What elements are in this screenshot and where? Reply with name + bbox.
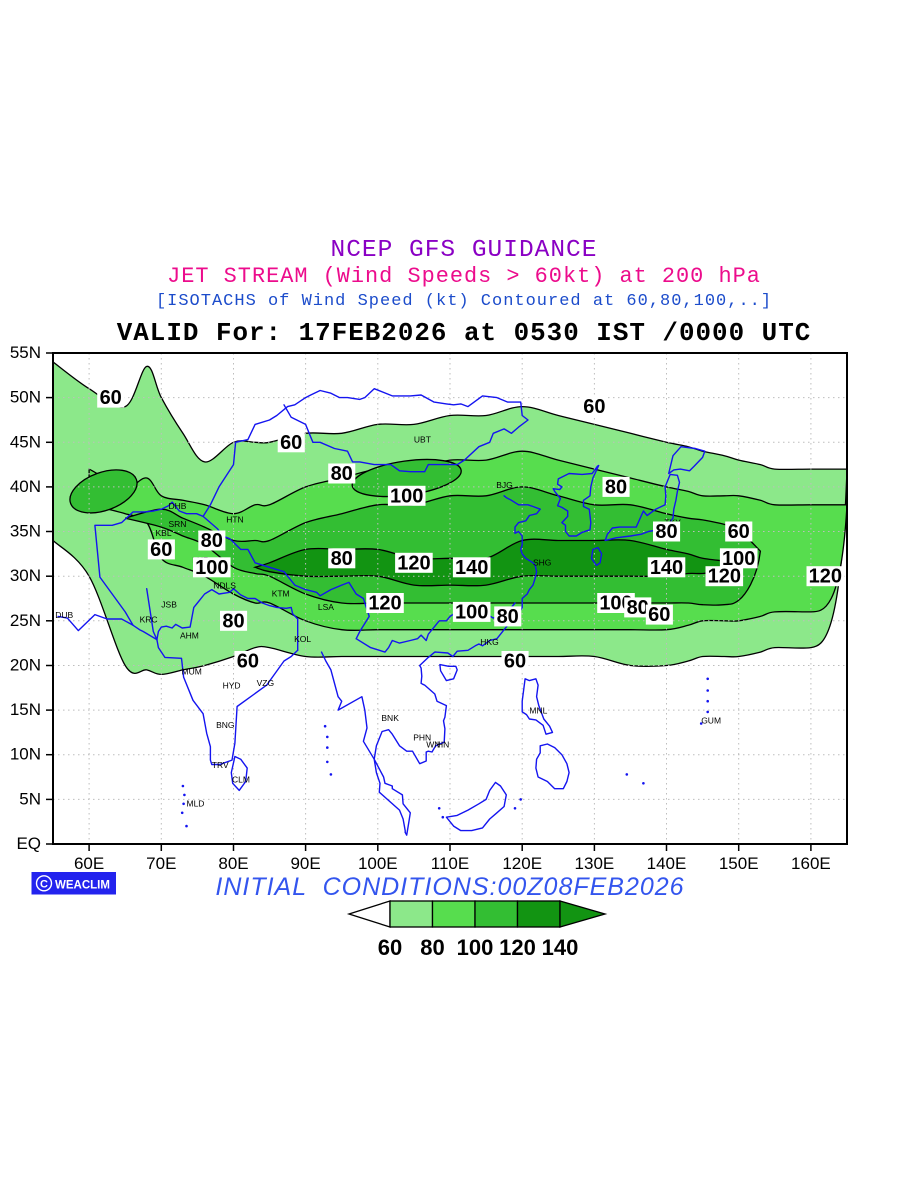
svg-text:140: 140: [542, 935, 579, 960]
svg-text:80: 80: [655, 521, 677, 543]
svg-text:60: 60: [378, 935, 402, 960]
svg-text:KTM: KTM: [272, 589, 290, 599]
svg-text:100: 100: [455, 601, 488, 623]
svg-text:160E: 160E: [791, 854, 831, 873]
svg-text:HKG: HKG: [480, 637, 498, 647]
svg-text:60: 60: [504, 651, 526, 673]
svg-text:120E: 120E: [502, 854, 542, 873]
svg-text:25N: 25N: [10, 611, 41, 630]
svg-text:45N: 45N: [10, 432, 41, 451]
svg-text:80: 80: [605, 476, 627, 498]
svg-text:140E: 140E: [647, 854, 687, 873]
svg-text:PHN: PHN: [413, 732, 431, 742]
svg-text:80: 80: [420, 935, 444, 960]
svg-text:SHG: SHG: [533, 558, 551, 568]
svg-text:90E: 90E: [290, 854, 320, 873]
svg-text:55N: 55N: [10, 343, 41, 362]
svg-text:NDLS: NDLS: [213, 581, 236, 591]
svg-text:80: 80: [222, 610, 244, 632]
svg-text:100E: 100E: [358, 854, 398, 873]
svg-text:120: 120: [708, 566, 741, 588]
svg-text:120: 120: [397, 552, 430, 574]
svg-text:60: 60: [728, 521, 750, 543]
svg-text:60E: 60E: [74, 854, 104, 873]
svg-text:100: 100: [390, 485, 423, 507]
svg-text:BNK: BNK: [381, 713, 399, 723]
svg-text:5N: 5N: [19, 789, 41, 808]
svg-text:AHM: AHM: [180, 631, 199, 641]
svg-text:100: 100: [195, 557, 228, 579]
svg-text:140: 140: [650, 557, 683, 579]
svg-text:HN: HN: [437, 740, 449, 750]
svg-text:MLD: MLD: [187, 799, 205, 809]
svg-text:60: 60: [280, 432, 302, 454]
svg-text:60: 60: [100, 387, 122, 409]
svg-text:80: 80: [627, 597, 649, 619]
svg-text:150E: 150E: [719, 854, 759, 873]
svg-text:BNG: BNG: [216, 720, 234, 730]
svg-text:10N: 10N: [10, 745, 41, 764]
svg-text:70E: 70E: [146, 854, 176, 873]
svg-text:80: 80: [331, 463, 353, 485]
svg-text:80E: 80E: [218, 854, 248, 873]
svg-text:KRC: KRC: [140, 615, 158, 625]
svg-text:130E: 130E: [575, 854, 615, 873]
svg-text:50N: 50N: [10, 388, 41, 407]
svg-text:MNL: MNL: [529, 706, 547, 716]
svg-text:DUB: DUB: [55, 610, 73, 620]
svg-text:GUM: GUM: [701, 716, 721, 726]
svg-text:MUM: MUM: [182, 666, 202, 676]
svg-text:80: 80: [497, 606, 519, 628]
svg-text:BJG: BJG: [496, 480, 513, 490]
svg-text:EQ: EQ: [16, 834, 41, 853]
svg-text:VZG: VZG: [257, 678, 274, 688]
svg-text:15N: 15N: [10, 700, 41, 719]
svg-text:HYD: HYD: [223, 681, 241, 691]
svg-text:UBT: UBT: [414, 434, 431, 444]
svg-text:120: 120: [499, 935, 536, 960]
svg-text:LSA: LSA: [318, 602, 334, 612]
svg-text:TRV: TRV: [212, 760, 229, 770]
svg-text:110E: 110E: [431, 854, 469, 873]
svg-text:100: 100: [457, 935, 494, 960]
svg-text:80: 80: [201, 530, 223, 552]
svg-text:JSB: JSB: [161, 599, 177, 609]
svg-text:120: 120: [809, 566, 842, 588]
svg-text:140: 140: [455, 557, 488, 579]
svg-text:KBL: KBL: [156, 528, 172, 538]
svg-text:SRN: SRN: [169, 519, 187, 529]
svg-text:30N: 30N: [10, 566, 41, 585]
svg-text:KOL: KOL: [294, 634, 311, 644]
svg-text:HTN: HTN: [226, 515, 243, 525]
svg-text:40N: 40N: [10, 477, 41, 496]
svg-text:60: 60: [583, 396, 605, 418]
svg-text:20N: 20N: [10, 656, 41, 675]
svg-text:60: 60: [648, 604, 670, 626]
svg-text:35N: 35N: [10, 522, 41, 541]
svg-text:60: 60: [150, 539, 172, 561]
svg-text:CLM: CLM: [232, 774, 250, 784]
svg-text:60: 60: [237, 651, 259, 673]
svg-text:DHB: DHB: [169, 501, 187, 511]
svg-text:80: 80: [331, 548, 353, 570]
svg-text:120: 120: [368, 593, 401, 615]
